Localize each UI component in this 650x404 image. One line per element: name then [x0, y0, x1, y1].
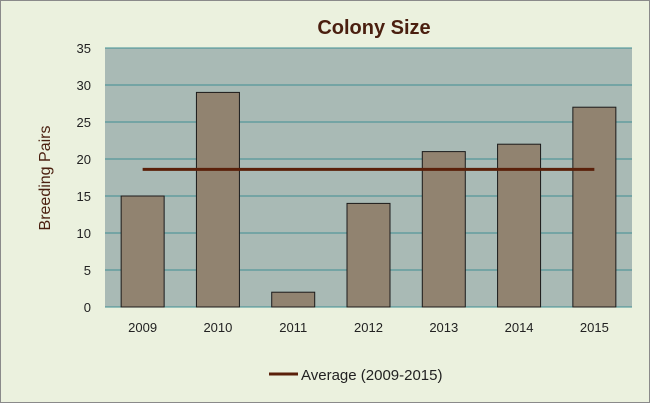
x-tick-label-2014: 2014: [505, 320, 534, 335]
chart-title: Colony Size: [317, 17, 430, 39]
x-tick-label-2015: 2015: [580, 320, 609, 335]
x-tick-label-2012: 2012: [354, 320, 383, 335]
y-tick-label-15: 15: [77, 189, 91, 204]
legend: Average (2009-2015): [269, 367, 443, 384]
y-tick-label-35: 35: [77, 41, 91, 56]
bar-2011: [271, 291, 316, 308]
y-tick-label-25: 25: [77, 115, 91, 130]
bar-2013: [421, 151, 466, 308]
legend-average-label: Average (2009-2015): [301, 367, 443, 384]
y-tick-label-5: 5: [84, 263, 91, 278]
x-tick-label-2013: 2013: [429, 320, 458, 335]
y-axis-ticks: 0 5 10 15 20 25 30 35: [77, 41, 91, 315]
y-axis-label: Breeding Pairs: [37, 126, 54, 231]
bar-2009: [120, 195, 165, 308]
y-tick-label-10: 10: [77, 226, 91, 241]
y-tick-label-30: 30: [77, 78, 91, 93]
x-tick-label-2010: 2010: [203, 320, 232, 335]
y-tick-label-20: 20: [77, 152, 91, 167]
bar-2015: [572, 106, 617, 308]
x-tick-label-2011: 2011: [279, 320, 307, 335]
bar-2014: [497, 143, 542, 308]
y-tick-label-0: 0: [84, 300, 91, 315]
x-axis-ticks: 2009 2010 2011 2012 2013 2014 2015: [128, 320, 609, 335]
bars: [120, 91, 617, 308]
x-tick-label-2009: 2009: [128, 320, 157, 335]
bar-2010: [195, 91, 240, 308]
bar-2012: [346, 202, 391, 308]
